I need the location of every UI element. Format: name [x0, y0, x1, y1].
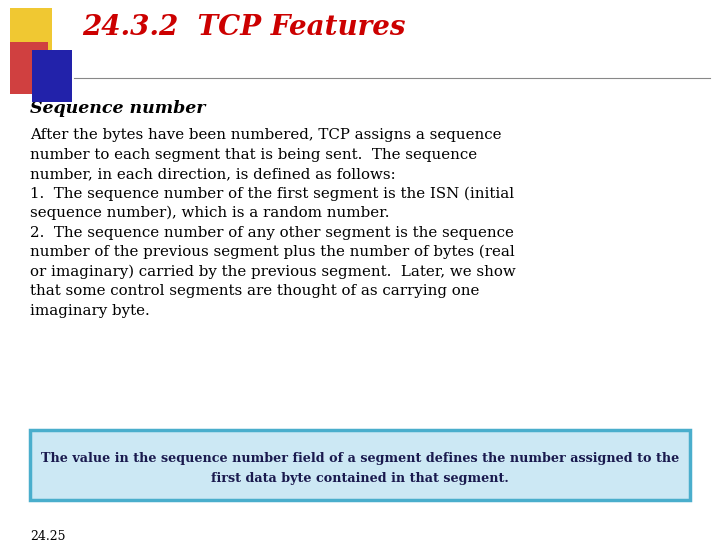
Text: 24.25: 24.25: [30, 530, 66, 540]
Text: or imaginary) carried by the previous segment.  Later, we show: or imaginary) carried by the previous se…: [30, 265, 516, 279]
Text: 1.  The sequence number of the first segment is the ISN (initial: 1. The sequence number of the first segm…: [30, 186, 514, 201]
Text: number to each segment that is being sent.  The sequence: number to each segment that is being sen…: [30, 147, 477, 161]
Text: that some control segments are thought of as carrying one: that some control segments are thought o…: [30, 284, 480, 298]
Text: imaginary byte.: imaginary byte.: [30, 303, 150, 318]
Bar: [10, 8, 52, 60]
Text: first data byte contained in that segment.: first data byte contained in that segmen…: [211, 472, 509, 485]
Bar: [30, 430, 690, 500]
Text: number, in each direction, is defined as follows:: number, in each direction, is defined as…: [30, 167, 395, 181]
Bar: [10, 42, 48, 94]
Text: sequence number), which is a random number.: sequence number), which is a random numb…: [30, 206, 390, 220]
Text: Sequence number: Sequence number: [30, 100, 205, 117]
Text: After the bytes have been numbered, TCP assigns a sequence: After the bytes have been numbered, TCP …: [30, 128, 502, 142]
Text: The value in the sequence number field of a segment defines the number assigned : The value in the sequence number field o…: [41, 453, 679, 465]
Text: number of the previous segment plus the number of bytes (real: number of the previous segment plus the …: [30, 245, 515, 259]
Bar: [32, 50, 72, 102]
Text: 24.3.2  TCP Features: 24.3.2 TCP Features: [82, 14, 405, 41]
Text: 2.  The sequence number of any other segment is the sequence: 2. The sequence number of any other segm…: [30, 226, 514, 240]
